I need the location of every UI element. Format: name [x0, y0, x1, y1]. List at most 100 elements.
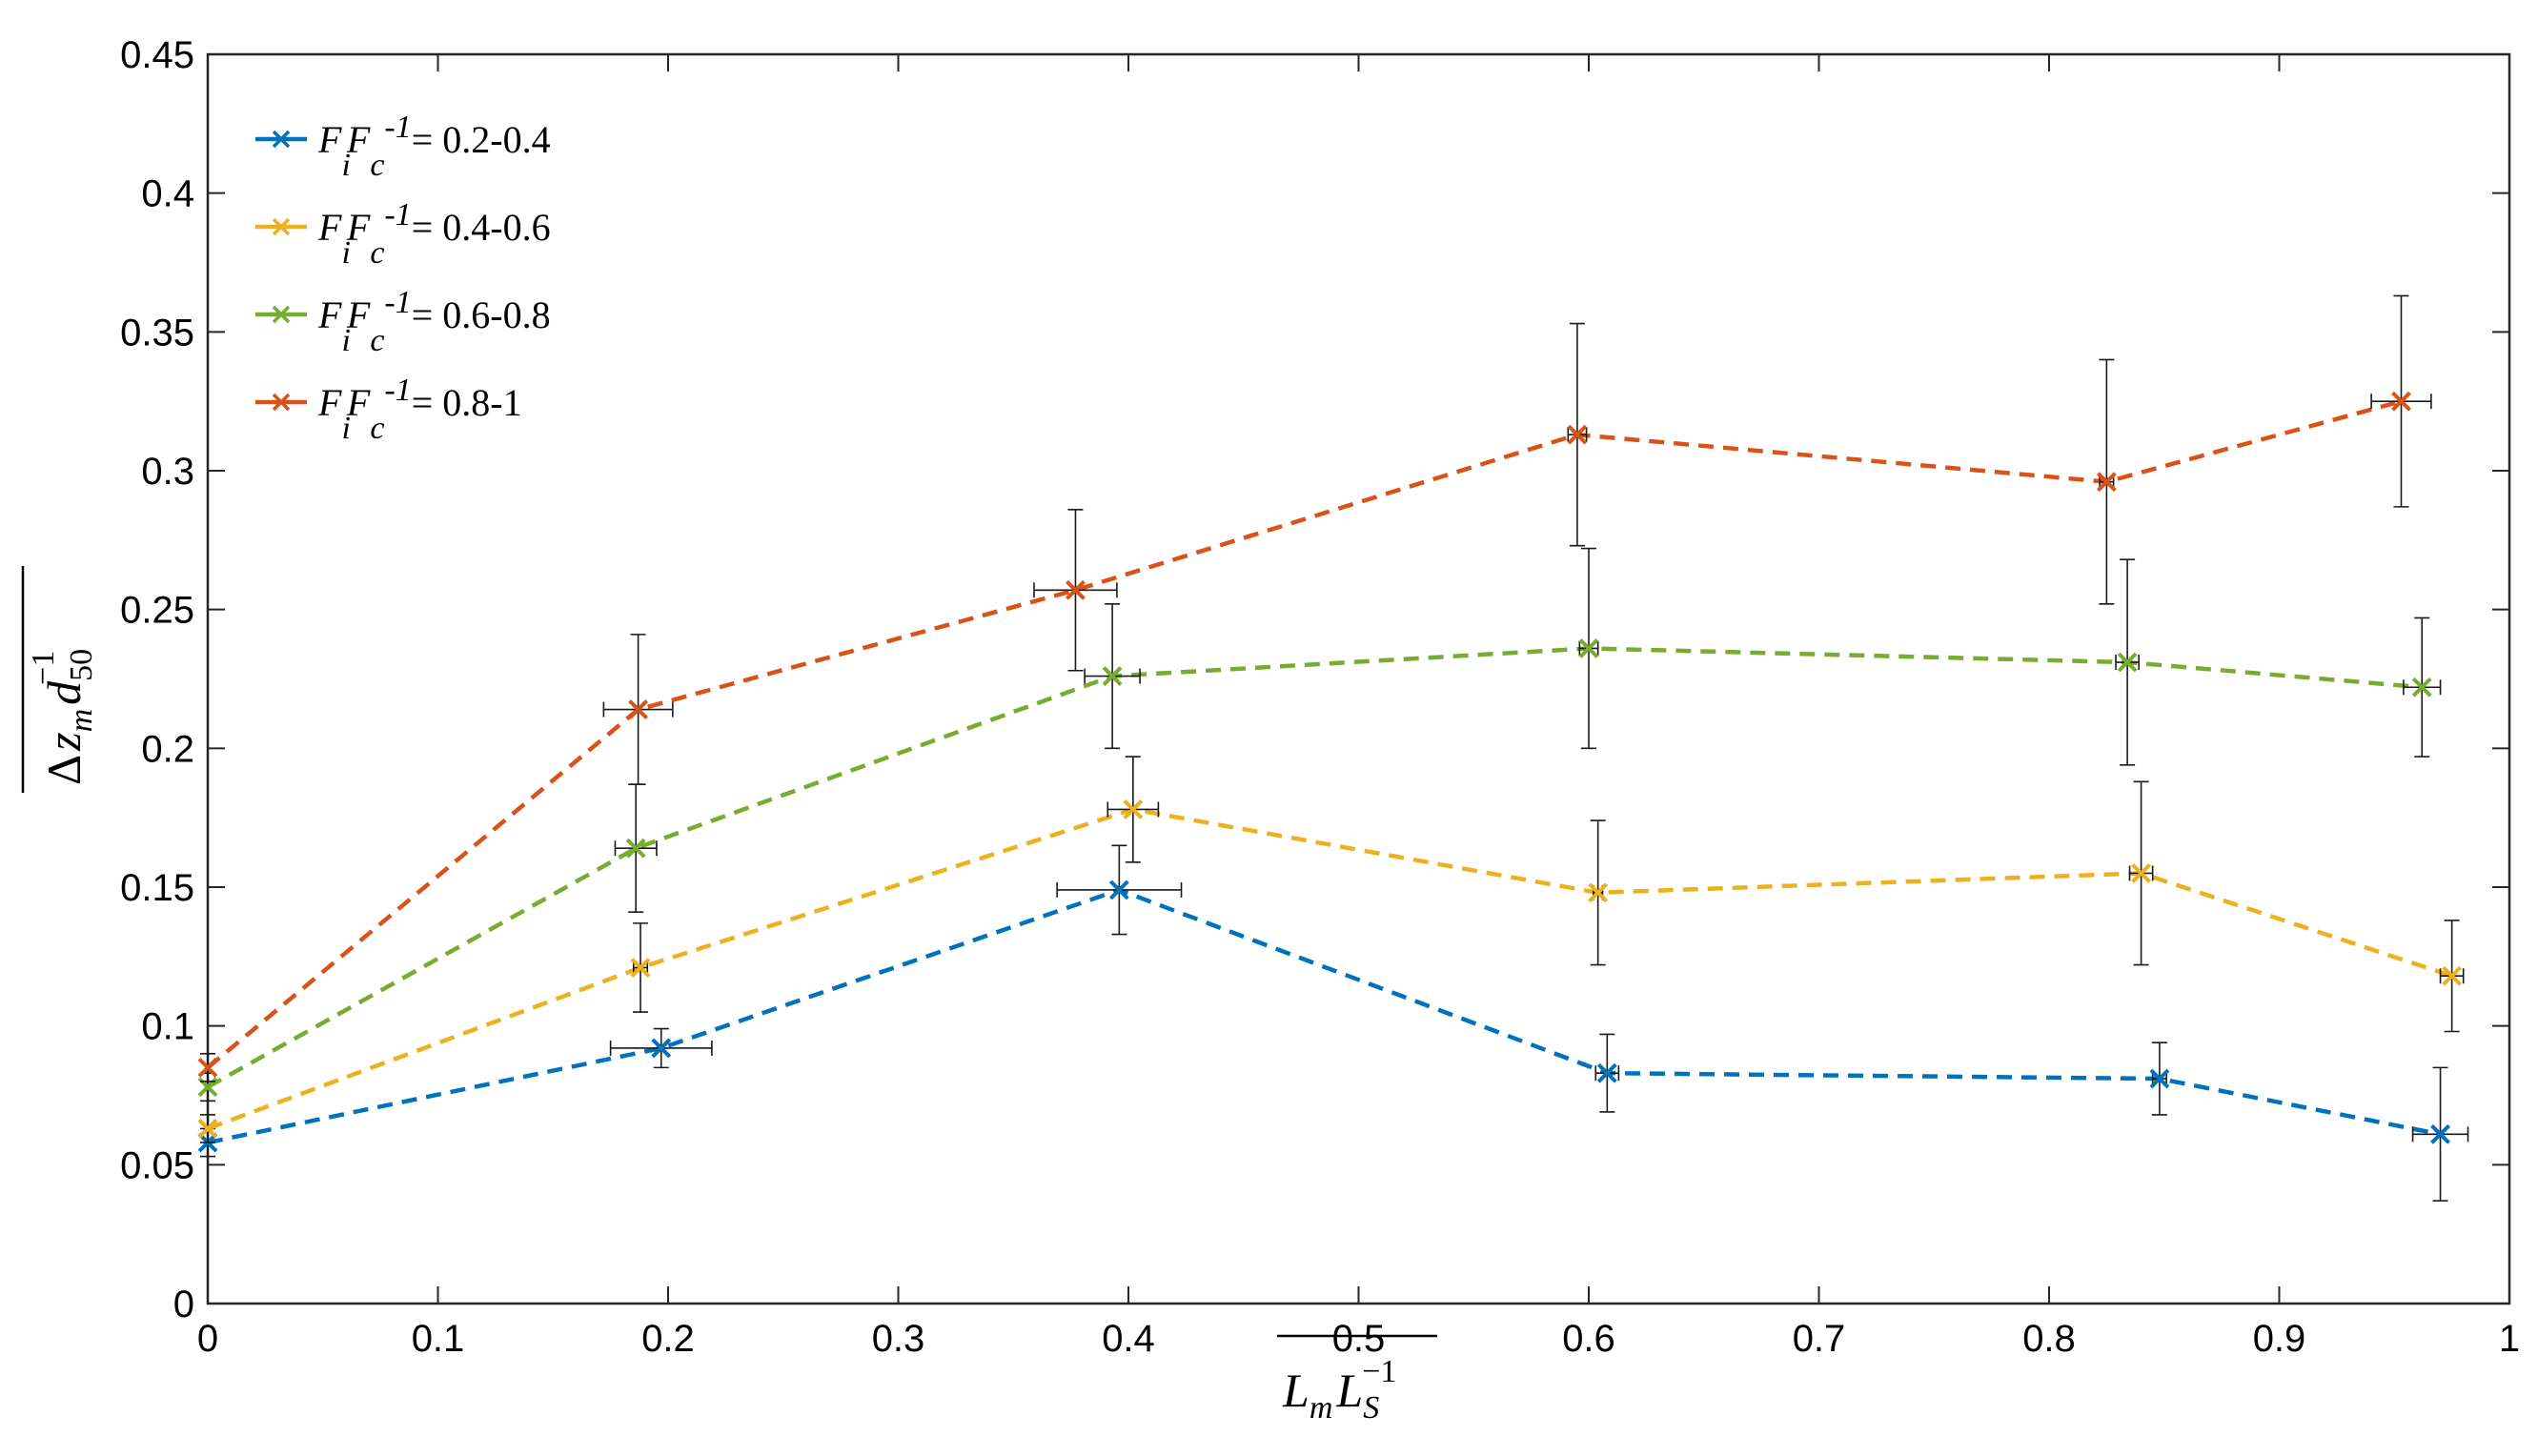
legend-label-part: F — [317, 206, 342, 249]
x-tick-label: 0.6 — [1562, 1318, 1615, 1360]
series-line — [207, 887, 2441, 1145]
marker-stroke — [2117, 652, 2138, 673]
marker-stroke — [197, 1119, 218, 1139]
legend-label-part: F — [317, 293, 342, 336]
x-axis-label: LmLS−1 — [1277, 1334, 1437, 1426]
legend-label-part: = 0.8-1 — [412, 381, 522, 424]
x-tick-label: 0.5 — [1332, 1318, 1386, 1360]
marker-stroke — [2430, 1123, 2450, 1144]
y-tick-label: 0.2 — [141, 728, 194, 770]
x-tick-label: 1 — [2499, 1318, 2520, 1360]
marker-stroke — [2391, 391, 2411, 412]
y-tick-label: 0.15 — [120, 867, 194, 909]
y-label-part: m — [64, 709, 99, 733]
data-point — [628, 699, 649, 719]
series-1 — [197, 844, 2469, 1203]
marker-stroke — [1588, 882, 1609, 903]
x-label-text: LmLS−1 — [1282, 1354, 1396, 1426]
legend-label: FiFc-1= 0.2-0.4 — [317, 110, 551, 183]
marker-stroke — [651, 1038, 672, 1059]
x-tick-label: 0.9 — [2253, 1318, 2306, 1360]
data-point — [1102, 666, 1123, 687]
legend-label: FiFc-1= 0.6-0.8 — [317, 285, 551, 358]
x-tick-label: 0.1 — [412, 1318, 465, 1360]
marker-stroke — [1102, 666, 1123, 687]
series-line — [207, 807, 2453, 1131]
marker-stroke — [628, 699, 649, 719]
data-point — [2149, 1068, 2170, 1089]
x-label-part: −1 — [1362, 1354, 1396, 1389]
marker-stroke — [2149, 1068, 2170, 1089]
legend-label-part: c — [370, 323, 384, 358]
legend-marker — [272, 393, 291, 412]
legend-label-part: F — [317, 381, 342, 424]
y-tick-label: 0.35 — [120, 312, 194, 354]
x-label-part: L — [1335, 1364, 1363, 1417]
data-point — [1588, 882, 1609, 903]
legend-label-part: = 0.6-0.8 — [412, 293, 551, 336]
marker-stroke — [1578, 638, 1599, 658]
data-point — [2411, 677, 2432, 698]
y-label-part: Δ — [37, 755, 91, 785]
legend-label-part: F — [346, 381, 371, 424]
data-point — [197, 1119, 218, 1139]
y-label-group: Δzmd50−1 — [21, 566, 99, 793]
marker-stroke — [1596, 1062, 1617, 1083]
y-tick-label: 0.3 — [141, 451, 194, 493]
legend-label-part: i — [341, 323, 350, 358]
legend-label-part: c — [370, 235, 384, 271]
legend-label: FiFc-1= 0.8-1 — [317, 373, 522, 446]
legend-label-part: F — [317, 118, 342, 161]
x-tick-label: 0.7 — [1793, 1318, 1846, 1360]
y-tick-label: 0 — [173, 1284, 194, 1325]
series-4 — [197, 294, 2432, 1082]
series-line — [206, 646, 2423, 1089]
marker-stroke — [625, 838, 646, 859]
series-line — [206, 398, 2403, 1070]
marker-stroke — [2442, 965, 2463, 986]
legend-label-part: F — [346, 206, 371, 249]
series-2 — [197, 756, 2465, 1143]
legend-label-part: i — [341, 148, 350, 183]
y-tick-label: 0.4 — [141, 173, 194, 215]
y-tick-label: 0.1 — [141, 1006, 194, 1048]
legend-entry-2: FiFc-1= 0.4-0.6 — [255, 197, 551, 271]
data-point — [1066, 579, 1086, 600]
data-point — [2117, 652, 2138, 673]
data-point — [1596, 1062, 1617, 1083]
data-point — [1567, 424, 1588, 445]
legend-label-part: c — [370, 148, 384, 183]
legend-label-part: -1 — [384, 197, 411, 233]
legend-label-part: -1 — [384, 373, 411, 408]
legend-label-part: i — [341, 235, 350, 271]
legend-label-part: c — [370, 411, 384, 446]
x-tick-label: 0 — [197, 1318, 218, 1360]
data-point — [651, 1038, 672, 1059]
marker-stroke — [1066, 579, 1086, 600]
y-tick-label: 0.25 — [120, 590, 194, 632]
data-point — [1108, 880, 1129, 900]
x-label-part: m — [1310, 1390, 1333, 1426]
marker-stroke — [630, 958, 651, 978]
marker-stroke — [197, 1057, 218, 1078]
data-point — [2096, 472, 2117, 493]
legend-label-part: = 0.2-0.4 — [412, 118, 551, 161]
legend-entry-1: FiFc-1= 0.2-0.4 — [255, 110, 551, 183]
data-point — [630, 958, 651, 978]
x-tick-label: 0.2 — [641, 1318, 695, 1360]
x-label-part: S — [1363, 1390, 1379, 1426]
legend-label: FiFc-1= 0.4-0.6 — [317, 197, 551, 271]
legend-entry-3: FiFc-1= 0.6-0.8 — [255, 285, 551, 358]
y-label-part: 50 — [64, 649, 99, 681]
legend-label-part: -1 — [384, 285, 411, 320]
x-tick-label: 0.8 — [2022, 1318, 2076, 1360]
legend-marker — [272, 217, 291, 236]
legend-marker — [272, 305, 291, 324]
data-point — [2442, 965, 2463, 986]
y-tick-label: 0.45 — [120, 34, 194, 76]
marker-stroke — [1567, 424, 1588, 445]
data-point — [1123, 799, 1144, 819]
legend-label-part: F — [346, 293, 371, 336]
